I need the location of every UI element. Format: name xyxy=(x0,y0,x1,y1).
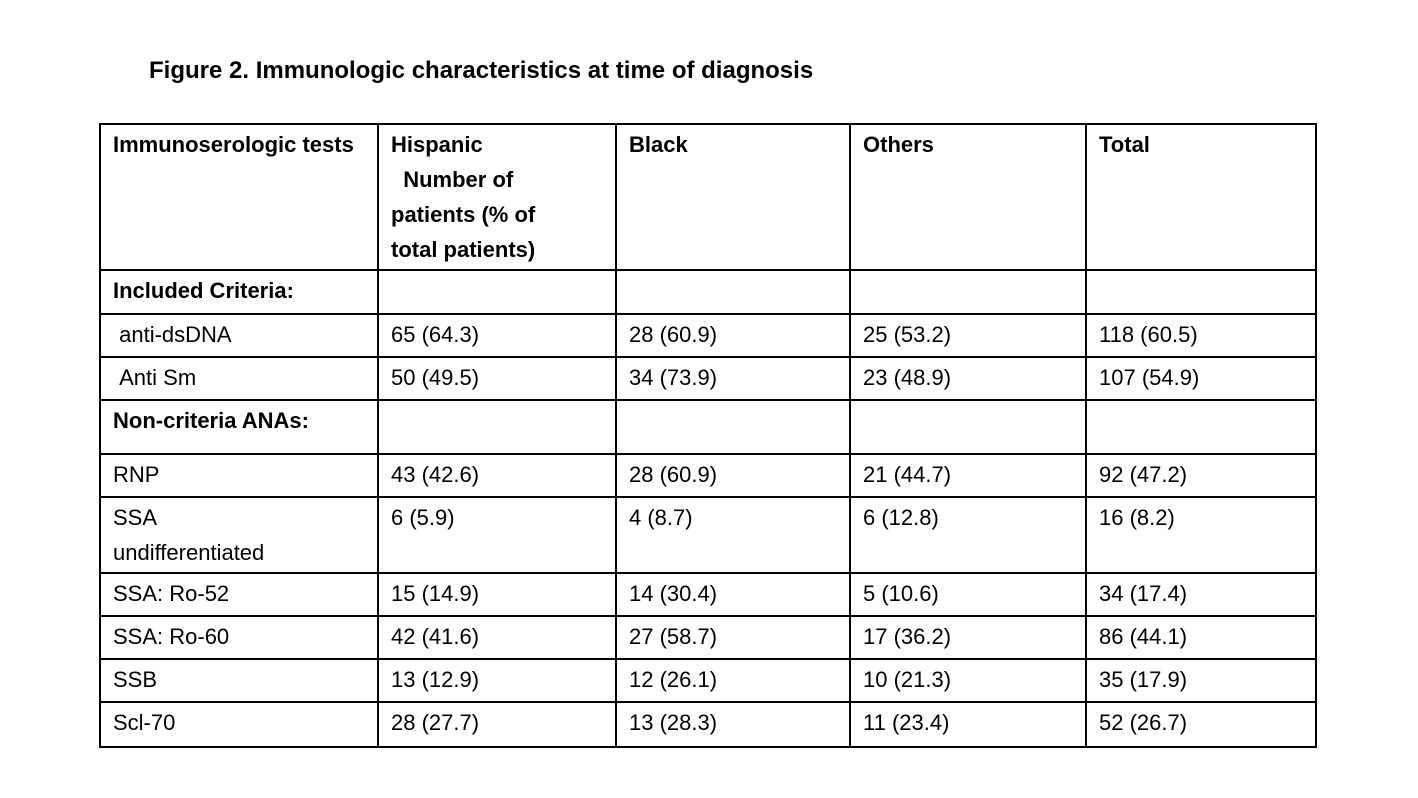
cell: 52 (26.7) xyxy=(1085,701,1317,748)
cell: 14 (30.4) xyxy=(615,572,851,617)
table-header-row: Immunoserologic tests Hispanic Number of… xyxy=(99,123,1317,271)
cell: 13 (12.9) xyxy=(377,658,617,703)
cell xyxy=(377,269,617,315)
row-label: SSA: Ro-52 xyxy=(99,572,379,617)
cell: 42 (41.6) xyxy=(377,615,617,660)
cell: 28 (27.7) xyxy=(377,701,617,748)
column-header-black: Black xyxy=(615,123,851,271)
row-label: RNP xyxy=(99,453,379,498)
cell: 34 (73.9) xyxy=(615,356,851,401)
cell xyxy=(615,269,851,315)
cell: 86 (44.1) xyxy=(1085,615,1317,660)
table-row-ssa-ro52: SSA: Ro-52 15 (14.9) 14 (30.4) 5 (10.6) … xyxy=(99,572,1317,617)
cell xyxy=(377,399,617,455)
cell: 65 (64.3) xyxy=(377,313,617,358)
cell: 25 (53.2) xyxy=(849,313,1087,358)
cell: 34 (17.4) xyxy=(1085,572,1317,617)
cell: 118 (60.5) xyxy=(1085,313,1317,358)
cell: 15 (14.9) xyxy=(377,572,617,617)
immunoserologic-table: Immunoserologic tests Hispanic Number of… xyxy=(99,123,1317,748)
table-row-rnp: RNP 43 (42.6) 28 (60.9) 21 (44.7) 92 (47… xyxy=(99,453,1317,498)
cell xyxy=(615,399,851,455)
row-label: SSA undifferentiated xyxy=(99,496,379,574)
cell xyxy=(849,399,1087,455)
cell: 92 (47.2) xyxy=(1085,453,1317,498)
table-row-ssa-undifferentiated: SSA undifferentiated 6 (5.9) 4 (8.7) 6 (… xyxy=(99,496,1317,574)
row-label: anti-dsDNA xyxy=(99,313,379,358)
row-label: Anti Sm xyxy=(99,356,379,401)
cell: 107 (54.9) xyxy=(1085,356,1317,401)
cell: 6 (12.8) xyxy=(849,496,1087,574)
column-header-hispanic: Hispanic Number of patients (% of total … xyxy=(377,123,617,271)
row-label: SSB xyxy=(99,658,379,703)
cell: 28 (60.9) xyxy=(615,453,851,498)
cell: 43 (42.6) xyxy=(377,453,617,498)
row-label: SSA: Ro-60 xyxy=(99,615,379,660)
table-row-non-criteria-anas: Non-criteria ANAs: xyxy=(99,399,1317,455)
table-row-scl70: Scl-70 28 (27.7) 13 (28.3) 11 (23.4) 52 … xyxy=(99,701,1317,748)
cell xyxy=(1085,399,1317,455)
cell xyxy=(1085,269,1317,315)
cell: 12 (26.1) xyxy=(615,658,851,703)
column-header-others: Others xyxy=(849,123,1087,271)
cell: 35 (17.9) xyxy=(1085,658,1317,703)
cell: 11 (23.4) xyxy=(849,701,1087,748)
row-label: Scl-70 xyxy=(99,701,379,748)
cell: 17 (36.2) xyxy=(849,615,1087,660)
table-row-included-criteria: Included Criteria: xyxy=(99,269,1317,315)
cell: 21 (44.7) xyxy=(849,453,1087,498)
row-label: Non-criteria ANAs: xyxy=(99,399,379,455)
cell xyxy=(849,269,1087,315)
cell: 27 (58.7) xyxy=(615,615,851,660)
cell: 13 (28.3) xyxy=(615,701,851,748)
table-row-ssa-ro60: SSA: Ro-60 42 (41.6) 27 (58.7) 17 (36.2)… xyxy=(99,615,1317,660)
table-row-ssb: SSB 13 (12.9) 12 (26.1) 10 (21.3) 35 (17… xyxy=(99,658,1317,703)
table-row-anti-sm: Anti Sm 50 (49.5) 34 (73.9) 23 (48.9) 10… xyxy=(99,356,1317,401)
cell: 23 (48.9) xyxy=(849,356,1087,401)
table-row-anti-dsdna: anti-dsDNA 65 (64.3) 28 (60.9) 25 (53.2)… xyxy=(99,313,1317,358)
column-header-tests: Immunoserologic tests xyxy=(99,123,379,271)
figure-title: Figure 2. Immunologic characteristics at… xyxy=(149,57,814,84)
column-header-total: Total xyxy=(1085,123,1317,271)
cell: 5 (10.6) xyxy=(849,572,1087,617)
row-label: Included Criteria: xyxy=(99,269,379,315)
cell: 16 (8.2) xyxy=(1085,496,1317,574)
cell: 10 (21.3) xyxy=(849,658,1087,703)
cell: 6 (5.9) xyxy=(377,496,617,574)
cell: 4 (8.7) xyxy=(615,496,851,574)
cell: 28 (60.9) xyxy=(615,313,851,358)
cell: 50 (49.5) xyxy=(377,356,617,401)
